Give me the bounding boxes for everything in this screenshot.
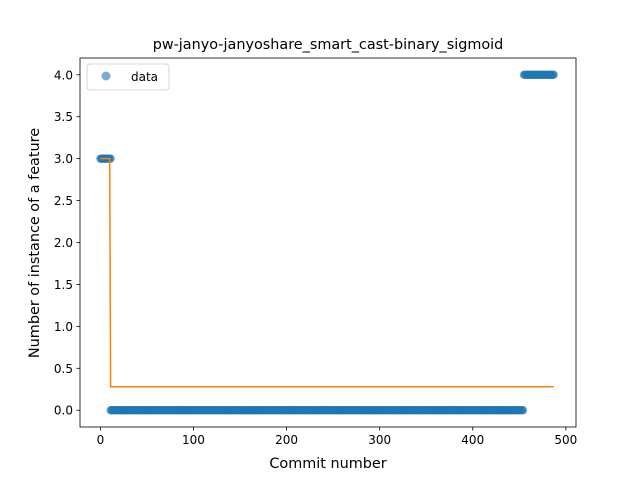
ticks-layer: 0 100 200 300 400 500 0.0 0.5 1.0 1.5 2.0 2.5 3.0 3.5… [54, 68, 577, 447]
y-tick-label: 4.0 [54, 68, 73, 82]
legend: data [86, 63, 170, 91]
legend-label: data [131, 70, 158, 84]
x-tick-label: 500 [554, 433, 577, 447]
x-tick-label: 400 [461, 433, 484, 447]
chart-title: pw-janyo-janyoshare_smart_cast-binary_si… [153, 37, 504, 53]
data-point [106, 154, 115, 163]
y-tick-label: 0.0 [54, 404, 73, 418]
x-tick-label: 300 [368, 433, 391, 447]
x-tick-label: 100 [182, 433, 205, 447]
y-tick-label: 3.5 [54, 110, 73, 124]
x-tick-label: 0 [97, 433, 105, 447]
y-tick-label: 1.0 [54, 320, 73, 334]
x-tick-label: 200 [275, 433, 298, 447]
y-tick-label: 3.0 [54, 152, 73, 166]
y-tick-label: 2.0 [54, 236, 73, 250]
data-point [549, 70, 558, 79]
legend-marker [101, 71, 111, 81]
y-tick-label: 0.5 [54, 362, 73, 376]
y-tick-label: 1.5 [54, 278, 73, 292]
data-layer [96, 70, 558, 415]
x-axis-label: Commit number [269, 456, 386, 472]
legend-frame [86, 63, 170, 91]
y-tick-label: 2.5 [54, 194, 73, 208]
fit-line [100, 157, 554, 388]
y-axis-label: Number of instance of a feature [27, 128, 43, 358]
data-point [518, 406, 528, 415]
